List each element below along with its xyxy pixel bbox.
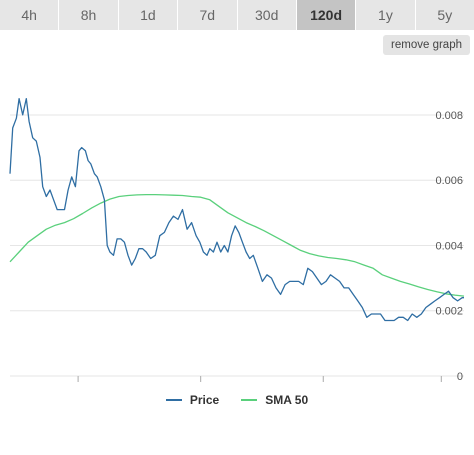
timeframe-tabs: 4h 8h 1d 7d 30d 120d 1y 5y: [0, 0, 474, 30]
y-tick-label: 0.004: [435, 240, 463, 252]
sma-50-line: [9, 193, 465, 297]
tab-1d[interactable]: 1d: [118, 0, 179, 30]
y-tick-label: 0.008: [435, 110, 463, 122]
legend-item-sma-50[interactable]: SMA 50: [241, 393, 308, 407]
legend-line-icon: [165, 399, 182, 401]
legend-label: Price: [189, 393, 220, 407]
y-tick-label: 0.006: [435, 175, 463, 187]
legend-label: SMA 50: [265, 393, 309, 407]
legend-line-icon: [241, 399, 258, 401]
x-tick-label: Dec '25: [305, 387, 342, 388]
remove-graph-button[interactable]: remove graph: [383, 35, 470, 55]
tab-8h[interactable]: 8h: [59, 0, 119, 30]
tab-4h[interactable]: 4h: [0, 0, 60, 30]
x-tick-label: Jan '26: [424, 387, 459, 388]
x-tick-label: Oct '25: [61, 387, 96, 388]
tab-30d[interactable]: 30d: [237, 0, 297, 30]
price-chart: 0 0.002 0.004 0.006 0.008 Oct '25 Nov '25 Dec '…: [9, 97, 465, 388]
tab-7d[interactable]: 7d: [178, 0, 238, 30]
y-tick-label: 0.002: [435, 306, 463, 318]
tab-5y[interactable]: 5y: [415, 0, 474, 30]
tab-120d[interactable]: 120d: [296, 0, 357, 30]
chart-legend: Price SMA 50: [0, 393, 474, 407]
y-tick-label: 0: [457, 371, 463, 383]
legend-item-price[interactable]: Price: [165, 393, 220, 407]
price-line: [9, 97, 464, 322]
x-tick-label: Nov '25: [182, 387, 219, 388]
tab-1y[interactable]: 1y: [356, 0, 416, 30]
